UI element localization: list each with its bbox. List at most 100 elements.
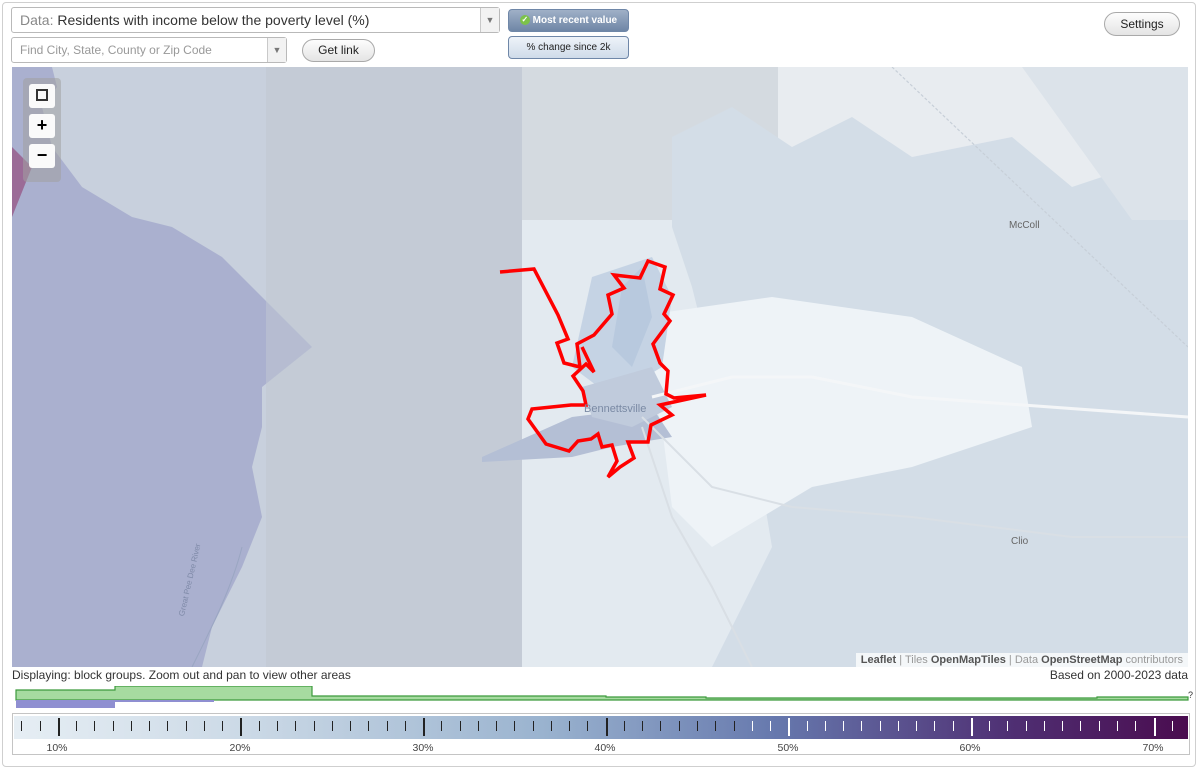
scale-tick xyxy=(441,721,443,731)
scale-tick xyxy=(1153,718,1156,736)
scale-tick xyxy=(258,721,260,731)
scale-tick xyxy=(130,721,132,731)
scale-tick xyxy=(1135,721,1137,731)
location-search[interactable]: Find City, State, County or Zip Code ▼ xyxy=(11,37,287,63)
scale-tick xyxy=(1007,721,1009,731)
map-attribution: Leaflet | Tiles OpenMapTiles | Data Open… xyxy=(855,653,1188,667)
chevron-down-icon[interactable]: ▼ xyxy=(480,8,499,32)
scale-tick xyxy=(934,721,936,731)
scale-tick xyxy=(57,718,60,736)
scale-tick xyxy=(167,721,169,731)
displaying-status: Displaying: block groups. Zoom out and p… xyxy=(12,668,351,682)
scale-tick xyxy=(605,718,608,736)
scale-tick xyxy=(496,721,498,731)
osm-link[interactable]: OpenStreetMap xyxy=(1041,654,1123,666)
scale-tick xyxy=(715,721,717,731)
scale-tick xyxy=(459,721,461,731)
check-icon: ✓ xyxy=(519,15,530,26)
scale-label-40: 40% xyxy=(594,742,616,754)
scale-tick xyxy=(550,721,552,731)
selected-area-boundary xyxy=(499,258,707,479)
scale-tick xyxy=(514,721,516,731)
scale-tick xyxy=(21,721,23,731)
scale-tick xyxy=(1043,721,1045,731)
scale-tick xyxy=(843,721,844,731)
place-label-clio: Clio xyxy=(1011,536,1029,547)
scale-tick xyxy=(386,721,388,731)
map-canvas xyxy=(12,67,1188,667)
scale-tick xyxy=(532,721,534,731)
scale-tick xyxy=(697,721,698,731)
scale-tick xyxy=(203,721,205,731)
get-link-button[interactable]: Get link xyxy=(302,39,375,62)
zoom-out-button[interactable]: − xyxy=(29,144,55,168)
scale-tick xyxy=(916,721,918,731)
histogram xyxy=(15,686,1189,708)
scale-tick xyxy=(879,721,881,731)
data-select-value: Data: Residents with income below the po… xyxy=(20,12,370,28)
scale-tick xyxy=(477,721,479,731)
scale-tick xyxy=(1098,721,1100,731)
color-scale: 10% 20% 30% 40% 50% 60% 70% xyxy=(12,713,1191,755)
scale-tick xyxy=(751,721,753,731)
scale-label-60: 60% xyxy=(959,742,981,754)
map-view[interactable]: McColl Bennettsville Clio Great Pee Dee … xyxy=(12,67,1188,667)
scale-tick xyxy=(788,718,791,736)
scale-tick xyxy=(660,721,662,731)
scale-tick xyxy=(897,721,899,731)
scale-label-20: 20% xyxy=(229,742,251,754)
zoom-in-button[interactable]: + xyxy=(29,114,55,138)
scale-label-30: 30% xyxy=(412,742,434,754)
scale-tick xyxy=(569,721,571,731)
settings-button[interactable]: Settings xyxy=(1104,12,1180,36)
tiles-link[interactable]: OpenMapTiles xyxy=(930,654,1006,666)
scale-tick xyxy=(222,721,224,731)
scale-tick xyxy=(149,721,151,731)
place-label-mccoll: McColl xyxy=(1009,220,1040,231)
scale-tick xyxy=(112,721,114,731)
scale-tick xyxy=(770,721,771,731)
search-input[interactable]: Find City, State, County or Zip Code xyxy=(20,43,212,57)
scale-label-70: 70% xyxy=(1142,742,1164,754)
scale-tick xyxy=(1025,721,1027,731)
zoom-control: + − xyxy=(23,78,61,182)
scale-tick xyxy=(678,721,680,731)
scale-tick xyxy=(587,721,589,731)
scale-tick xyxy=(350,721,351,731)
scale-tick xyxy=(94,721,96,731)
scale-tick xyxy=(861,721,863,731)
scale-tick xyxy=(313,721,315,731)
data-years: Based on 2000-2023 data xyxy=(1049,668,1188,682)
scale-label-10: 10% xyxy=(46,742,68,754)
scale-tick xyxy=(642,721,644,731)
chevron-down-icon[interactable]: ▼ xyxy=(267,38,286,62)
scale-tick xyxy=(295,721,297,731)
scale-tick xyxy=(989,721,991,731)
leaflet-link[interactable]: Leaflet xyxy=(860,654,897,666)
scale-tick xyxy=(39,721,41,731)
scale-tick xyxy=(240,718,243,736)
scale-tick xyxy=(1117,721,1118,731)
scale-tick xyxy=(368,721,370,731)
pct-change-toggle[interactable]: % change since 2k xyxy=(508,36,629,59)
scale-tick xyxy=(331,721,333,731)
scale-tick xyxy=(1062,721,1064,731)
scale-label-50: 50% xyxy=(777,742,799,754)
histogram-question: ? xyxy=(1188,690,1194,700)
data-select[interactable]: Data: Residents with income below the po… xyxy=(11,7,500,33)
scale-tick xyxy=(76,721,78,731)
most-recent-toggle[interactable]: ✓ Most recent value xyxy=(508,9,629,32)
fullscreen-icon[interactable] xyxy=(29,84,55,108)
scale-tick xyxy=(623,721,625,731)
scale-tick xyxy=(824,721,826,731)
scale-tick xyxy=(806,721,808,731)
place-label-bennettsville: Bennettsville xyxy=(584,403,647,415)
scale-tick xyxy=(404,721,406,731)
scale-tick xyxy=(1171,721,1173,731)
scale-tick xyxy=(1190,721,1191,731)
scale-tick xyxy=(733,721,735,731)
scale-tick xyxy=(970,718,973,736)
color-scale-bar xyxy=(14,716,1188,739)
scale-tick xyxy=(1080,721,1082,731)
